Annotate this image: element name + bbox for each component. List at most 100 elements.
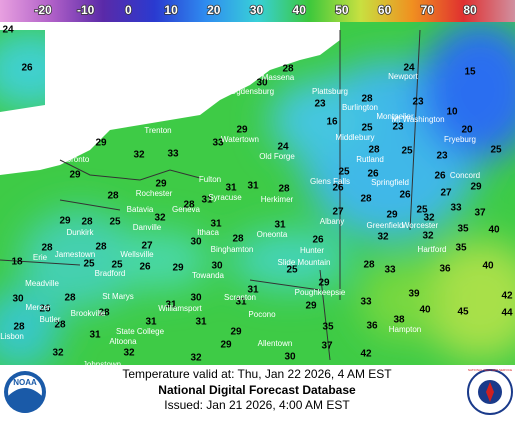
city-labels: Massena Ogdensburg Plattsburg Newport Burlin… [0,72,480,369]
temperature: 28 [98,308,110,319]
temperature: 30 [284,352,296,363]
color-bar [0,0,515,22]
temperature-field [0,22,515,365]
temperature: 28 [107,191,119,202]
temperature: 35 [455,243,467,254]
city-name: Batavia [127,205,154,214]
temperature: 25 [286,265,298,276]
temperature: 30 [190,293,202,304]
temperature: 36 [366,321,378,332]
temperature: 37 [474,208,486,219]
city-name: Poughkeepsie [295,288,346,297]
temperature: 32 [190,353,202,364]
temperature: 32 [422,231,434,242]
city-name: Binghamton [211,245,254,254]
temperature: 26 [39,304,51,315]
temperature: 42 [501,291,513,302]
temperature: 28 [232,234,244,245]
city-name: Springfield [371,178,409,187]
city-name: Slide Mountain [278,258,331,267]
temperature: 23 [314,99,326,110]
temperature: 31 [210,219,222,230]
temperature: 28 [95,242,107,253]
temperature: 37 [321,341,333,352]
city-name: Burlington [342,103,378,112]
temperature: 25 [416,205,428,216]
temperature: 28 [361,94,373,105]
city-name: Trenton [144,126,171,135]
temperature: 31 [247,285,259,296]
temperature: 25 [111,260,123,271]
temperature: 26 [139,262,151,273]
temperature: 24 [277,142,289,153]
city-name: Erie [33,253,48,262]
temperature: 10 [446,107,458,118]
city-name: Massena [262,73,295,82]
city-name: Brookville [71,309,106,318]
temperature: 31 [89,330,101,341]
scale-label: 30 [250,3,264,17]
temperature: 32 [52,348,64,359]
temperature: 38 [393,315,405,326]
temperature: 33 [384,265,396,276]
temperature: 25 [361,123,373,134]
scale-label: -20 [34,3,52,17]
city-name: Albany [320,217,344,226]
temperature: 45 [457,307,469,318]
city-name: Williamsport [158,304,202,313]
city-name: Mercer [26,303,51,312]
temperature: 28 [13,322,25,333]
temperature: 23 [412,97,424,108]
temperature: 29 [318,278,330,289]
temperature: 27 [440,188,452,199]
temperature: 28 [278,184,290,195]
temperature: 15 [464,67,476,78]
city-name: Meadville [25,279,59,288]
temperature: 25 [338,167,350,178]
city-name: State College [116,327,165,336]
temperature: 30 [256,78,268,89]
city-name: Watertown [221,135,259,144]
temperature: 18 [11,257,23,268]
temperature: 28 [54,320,66,331]
temperature: 28 [368,145,380,156]
temperature: 26 [312,235,324,246]
city-name: Greenfield [367,221,404,230]
temperature: 29 [470,182,482,193]
city-name: Oneonta [257,230,288,239]
temperature: 31 [235,297,247,308]
temperature: 24 [2,25,14,36]
city-name: Montpelier [376,112,414,121]
temperature: 30 [211,261,223,272]
temperature: 42 [360,349,372,360]
temperature: 39 [408,289,420,300]
nws-logo: NATIONAL WEATHER SERVICE [467,368,513,415]
temperature: 29 [172,263,184,274]
city-name: Butler [40,315,61,324]
temperature: 28 [363,260,375,271]
temperature: 29 [59,216,71,227]
scale-label: 50 [335,3,349,17]
temperature: 28 [183,200,195,211]
temperature: 16 [326,117,338,128]
temperature: 40 [488,225,500,236]
temperature: 31 [274,220,286,231]
city-name: Toronto [63,155,90,164]
city-name: Dunkirk [66,228,94,237]
temperature: 29 [220,340,232,351]
temperature: 26 [434,171,446,182]
city-name: Towanda [192,271,225,280]
scale-label: 60 [378,3,392,17]
city-name: Fryeburg [444,135,476,144]
issued-time: Issued: Jan 21 2026, 4:00 AM EST [164,398,350,412]
city-name: Glens Falls [310,177,350,186]
temperature: 31 [195,317,207,328]
city-name: Hartford [418,245,447,254]
city-name: St Marys [102,292,134,301]
temperature: 28 [41,243,53,254]
city-name: Old Forge [259,152,295,161]
temperature: 40 [482,261,494,272]
temperature: 28 [64,293,76,304]
footer-title: National Digital Forecast Database [158,383,356,397]
